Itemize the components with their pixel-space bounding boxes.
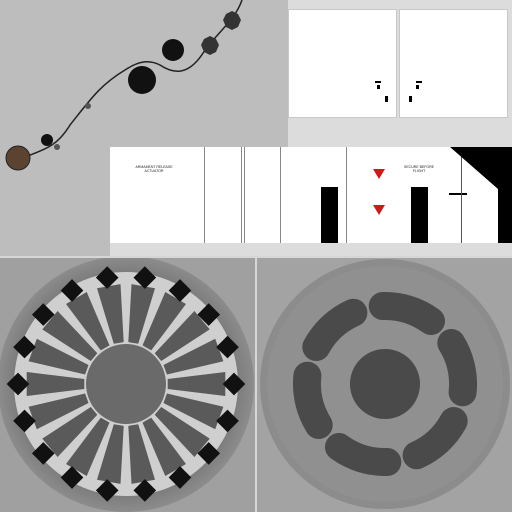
technical-diagram: ARMAMENT RELEASE ACTUATOR SECURE BEFORE … bbox=[110, 147, 512, 243]
divider-line bbox=[204, 147, 205, 243]
divider-line bbox=[244, 147, 245, 243]
black-corner-shape bbox=[450, 147, 512, 243]
black-block bbox=[411, 187, 428, 243]
warning-triangle-icon bbox=[373, 205, 385, 215]
tiny-bead bbox=[85, 103, 91, 109]
black-block bbox=[321, 187, 338, 243]
diagram-footer-strip bbox=[110, 243, 512, 256]
white-panel-2 bbox=[399, 9, 508, 118]
pixel-mark bbox=[377, 85, 380, 89]
white-panel-1 bbox=[288, 9, 397, 118]
diagram-label-left: ARMAMENT RELEASE ACTUATOR bbox=[124, 165, 184, 173]
slotted-disc bbox=[257, 258, 512, 512]
medium-bead bbox=[162, 39, 184, 61]
small-bead bbox=[41, 134, 53, 146]
arc-slot bbox=[307, 376, 319, 425]
spoked-disc-panel bbox=[0, 258, 255, 512]
divider-line bbox=[241, 147, 242, 243]
slotted-disc-panel bbox=[257, 258, 512, 512]
brown-end-knob bbox=[6, 146, 30, 170]
pixel-mark bbox=[409, 96, 412, 102]
warning-triangle-icon bbox=[373, 169, 385, 179]
divider-line bbox=[346, 147, 347, 243]
label-line: FLIGHT bbox=[394, 169, 444, 173]
divider-line bbox=[280, 147, 281, 243]
arc-slot bbox=[451, 343, 463, 392]
arc-slot bbox=[383, 306, 431, 321]
diagram-label-right: SECURE BEFORE FLIGHT bbox=[394, 165, 444, 173]
large-bead bbox=[128, 66, 156, 94]
gear-bead-2 bbox=[223, 11, 241, 30]
spoked-disc bbox=[0, 258, 255, 512]
disc-hub bbox=[350, 349, 420, 419]
pixel-mark bbox=[416, 81, 422, 83]
label-line: ACTUATOR bbox=[124, 169, 184, 173]
arc-slot bbox=[339, 447, 387, 462]
pixel-mark bbox=[375, 81, 381, 83]
disc-hub bbox=[86, 344, 166, 424]
pixel-mark bbox=[385, 96, 388, 102]
tiny-bead-2 bbox=[54, 144, 60, 150]
pixel-mark bbox=[416, 85, 419, 89]
